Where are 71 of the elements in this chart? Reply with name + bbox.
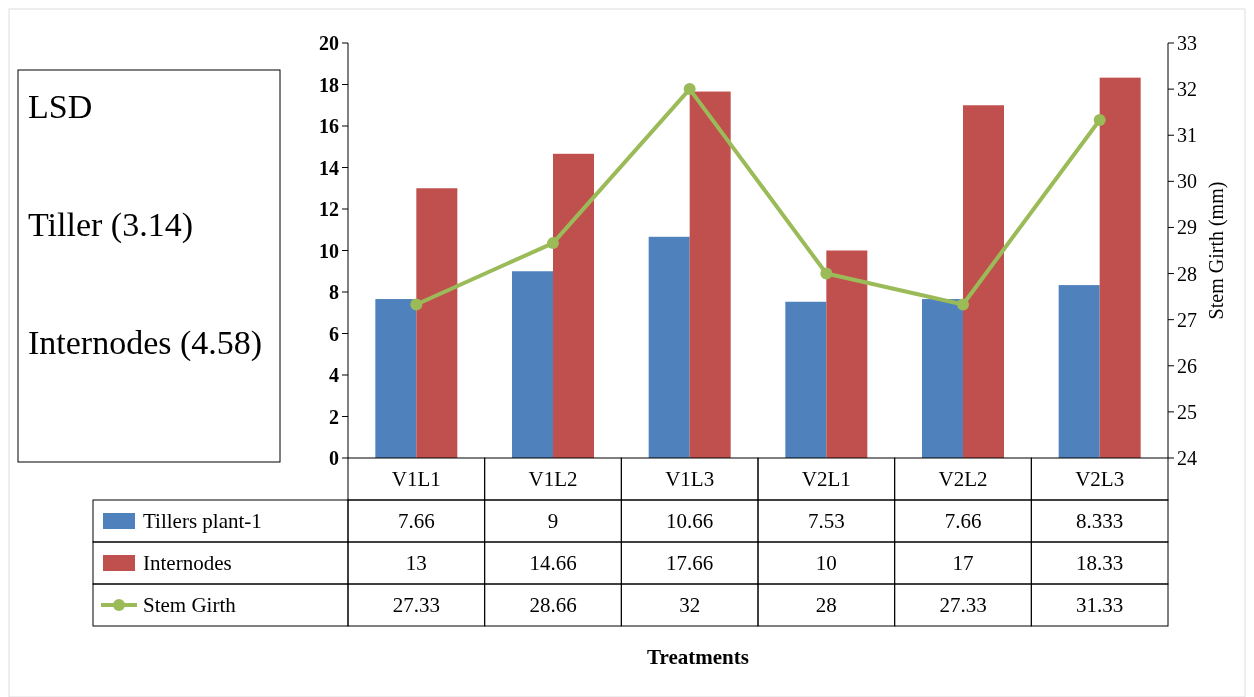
- y2-tick-label: 30: [1177, 170, 1197, 193]
- data-label: 10: [815, 551, 837, 576]
- y2-tick-label: 31: [1177, 124, 1197, 147]
- y-tick-label: 0: [329, 447, 339, 469]
- legend-label: Stem Girth: [143, 593, 237, 618]
- y2-tick-label: 29: [1177, 216, 1197, 239]
- y-tick-label: 20: [319, 32, 339, 54]
- bar: [785, 301, 827, 458]
- y-tick-label: 8: [329, 281, 339, 303]
- text: Treatments: [647, 645, 749, 669]
- y-tick-label: 4: [329, 364, 339, 386]
- bar: [553, 153, 594, 458]
- data-label: 28.66: [529, 593, 577, 618]
- x-tick-label: V1L2: [528, 467, 578, 492]
- point: [683, 83, 696, 96]
- data-label: 10.66: [666, 509, 714, 534]
- legend-label: Internodes: [143, 551, 232, 576]
- bar: [963, 105, 1004, 458]
- point: [820, 267, 833, 280]
- x-tick-label: V2L1: [801, 467, 851, 492]
- data-label: 17: [952, 551, 974, 576]
- data-label: 8.333: [1076, 509, 1124, 534]
- bar: [826, 250, 868, 458]
- bar: [416, 188, 458, 458]
- x-tick-label: V2L2: [938, 467, 988, 492]
- data-label: 32: [679, 593, 701, 618]
- data-label: 28: [815, 593, 837, 618]
- bar: [689, 91, 731, 458]
- y2-tick-label: 26: [1177, 354, 1197, 377]
- data-label: 7.66: [944, 509, 982, 534]
- bar: [1099, 77, 1141, 458]
- data-label: 27.33: [392, 593, 440, 618]
- y-tick-label: 14: [319, 156, 339, 179]
- data-label: 18.33: [1076, 551, 1124, 576]
- data-label: 14.66: [529, 551, 577, 576]
- point: [1093, 114, 1106, 127]
- y-tick-label: 2: [329, 405, 339, 428]
- y-tick-label: 12: [319, 198, 339, 220]
- point: [957, 298, 969, 311]
- bar: [375, 299, 417, 458]
- point: [410, 298, 423, 311]
- data-label: 9: [547, 509, 559, 534]
- y-tick-label: 6: [329, 322, 339, 345]
- x-tick-label: V1L1: [391, 467, 441, 492]
- y-tick-label: 18: [319, 73, 339, 96]
- bar: [512, 271, 553, 458]
- data-label: 13: [405, 551, 427, 576]
- y-tick-label: 10: [319, 239, 339, 262]
- y2-tick-label: 32: [1177, 78, 1197, 101]
- y2-tick-label: 28: [1177, 262, 1197, 285]
- text: Tiller (3.14): [28, 206, 193, 244]
- text: Internodes (4.58): [28, 324, 263, 362]
- data-label: 7.53: [807, 509, 845, 534]
- legend-label: Tillers plant-1: [143, 509, 262, 534]
- data-label: 31.33: [1076, 593, 1124, 618]
- data-label: 7.66: [397, 509, 435, 534]
- data-label: 27.33: [939, 593, 987, 618]
- bar: [922, 299, 963, 458]
- point: [547, 237, 559, 250]
- y2-tick-label: 27: [1177, 308, 1197, 331]
- x-tick-label: V2L3: [1075, 467, 1125, 492]
- bar: [1058, 285, 1100, 458]
- y2-axis-title: Stem Girth (mm): [1205, 181, 1228, 320]
- x-tick-label: V1L3: [665, 467, 715, 492]
- y-tick-label: 16: [319, 115, 339, 137]
- y2-tick-label: 33: [1177, 32, 1197, 54]
- text: LSD: [28, 88, 93, 125]
- bar: [648, 236, 690, 458]
- y2-tick-label: 25: [1177, 400, 1197, 423]
- y2-tick-label: 24: [1177, 447, 1197, 469]
- data-label: 17.66: [666, 551, 714, 576]
